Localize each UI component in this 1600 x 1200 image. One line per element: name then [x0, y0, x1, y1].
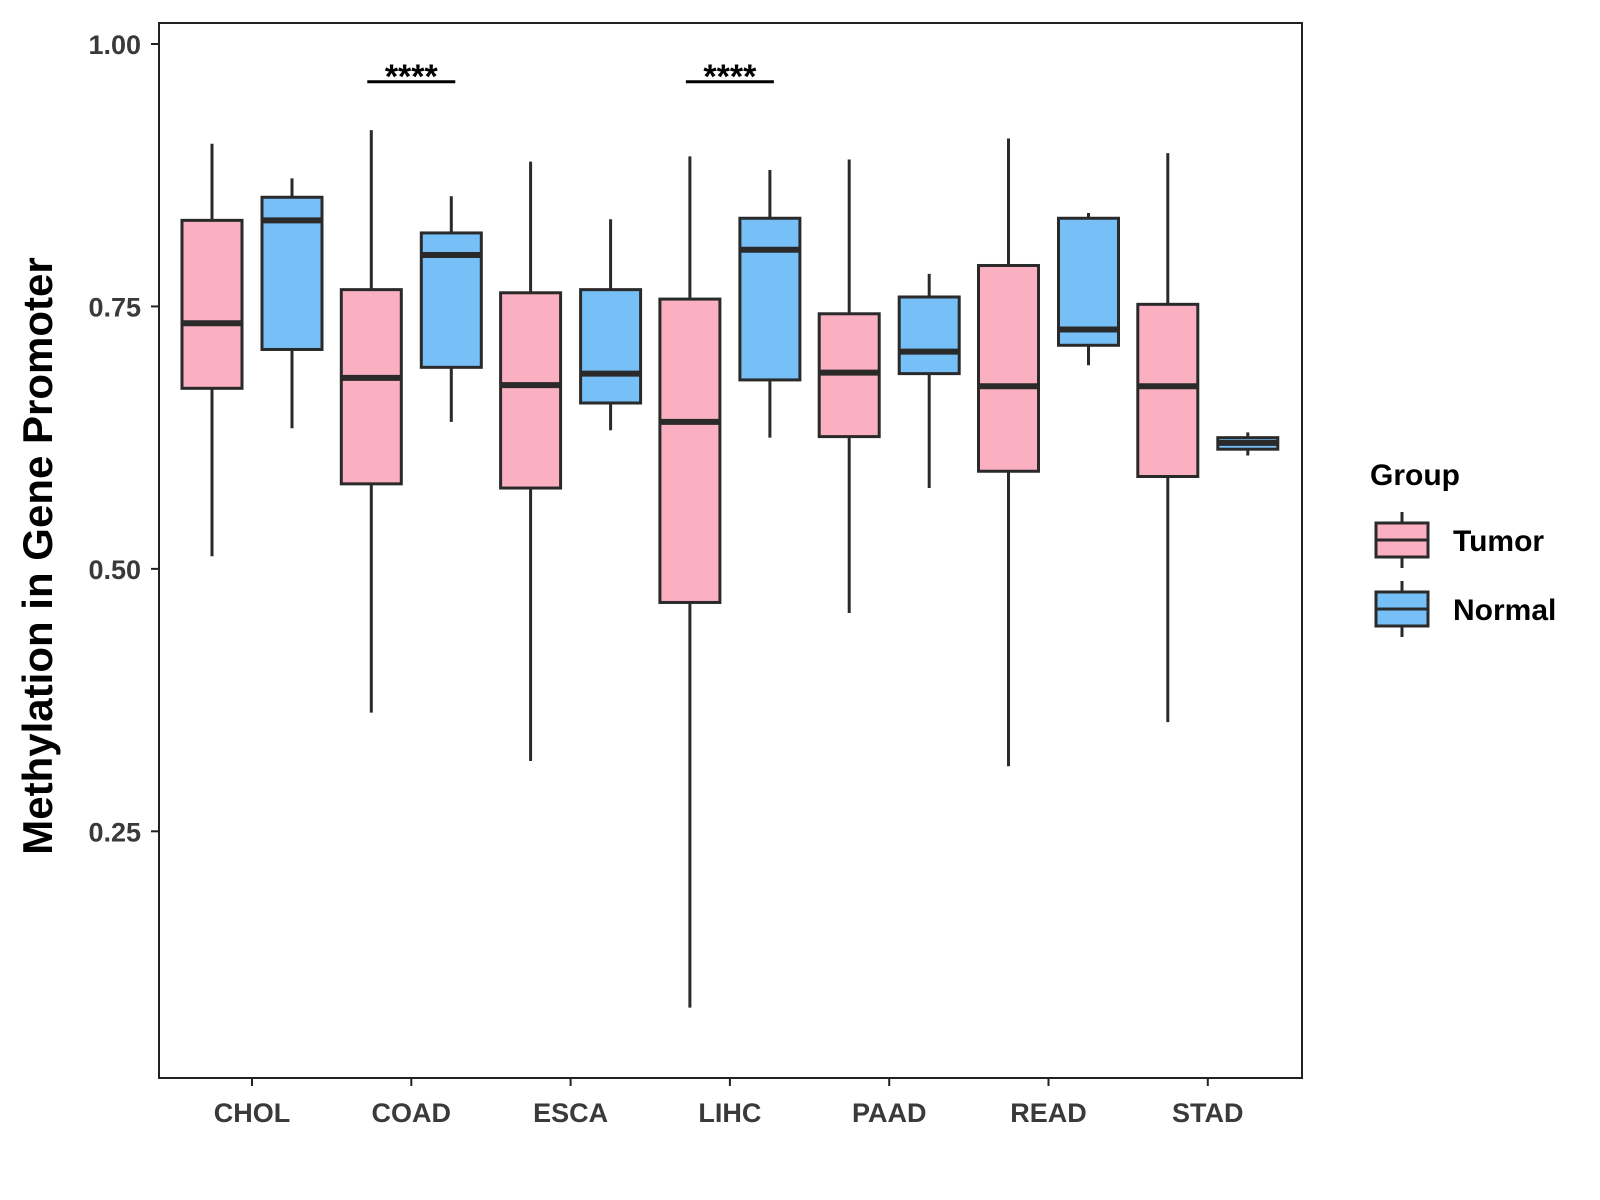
box-tumor-stad	[1136, 153, 1200, 723]
box-normal-chol	[260, 178, 324, 429]
box-iqr	[897, 295, 961, 376]
box-normal-stad	[1216, 432, 1280, 456]
significance-label: ****	[385, 58, 439, 96]
box-tumor-coad	[339, 130, 403, 713]
legend: Group Tumor Normal	[1370, 459, 1556, 637]
box-tumor-chol	[180, 143, 244, 557]
x-tick-label: PAAD	[852, 1098, 927, 1128]
box-iqr	[1136, 302, 1200, 478]
legend-entry-normal: Normal	[1374, 581, 1556, 637]
box-iqr	[180, 218, 244, 390]
box-iqr	[977, 263, 1040, 473]
box-iqr	[658, 297, 722, 604]
x-tick-label: STAD	[1172, 1098, 1244, 1128]
box-normal-esca	[579, 219, 643, 431]
box-iqr	[579, 288, 643, 405]
box-iqr	[738, 216, 802, 382]
y-tick-label: 0.25	[88, 817, 141, 847]
box-tumor-esca	[499, 161, 563, 761]
x-tick-label: READ	[1010, 1098, 1087, 1128]
box-tumor-paad	[817, 159, 881, 613]
x-tick-label: LIHC	[698, 1098, 761, 1128]
legend-entries: Tumor Normal	[1374, 512, 1556, 637]
y-tick-label: 0.75	[88, 292, 141, 322]
x-tick-label: CHOL	[214, 1098, 291, 1128]
legend-title: Group	[1370, 459, 1460, 492]
box-normal-lihc	[738, 169, 802, 438]
y-tick-label: 1.00	[88, 30, 141, 60]
y-tick-label: 0.50	[88, 555, 141, 585]
box-normal-coad	[419, 196, 483, 422]
legend-label: Normal	[1453, 594, 1556, 627]
box-iqr	[339, 288, 403, 486]
box-normal-read	[1057, 213, 1120, 366]
box-tumor-lihc	[658, 156, 722, 1008]
significance-label: ****	[703, 58, 757, 96]
box-iqr	[499, 291, 563, 490]
x-tick-label: ESCA	[533, 1098, 608, 1128]
box-iqr	[1057, 216, 1120, 347]
plot-area: 0.25 0.50 0.75 1.00 CHOL COAD ESCA LIHC PAAD READ…	[88, 22, 1303, 1128]
plot-panel-border	[158, 22, 1303, 1079]
box-tumor-read	[977, 138, 1040, 767]
legend-entry-tumor: Tumor	[1374, 512, 1544, 568]
box-normal-paad	[897, 273, 961, 489]
legend-label: Tumor	[1453, 525, 1544, 558]
y-axis-title: Methylation in Gene Promoter	[14, 257, 61, 854]
x-tick-label: COAD	[372, 1098, 452, 1128]
